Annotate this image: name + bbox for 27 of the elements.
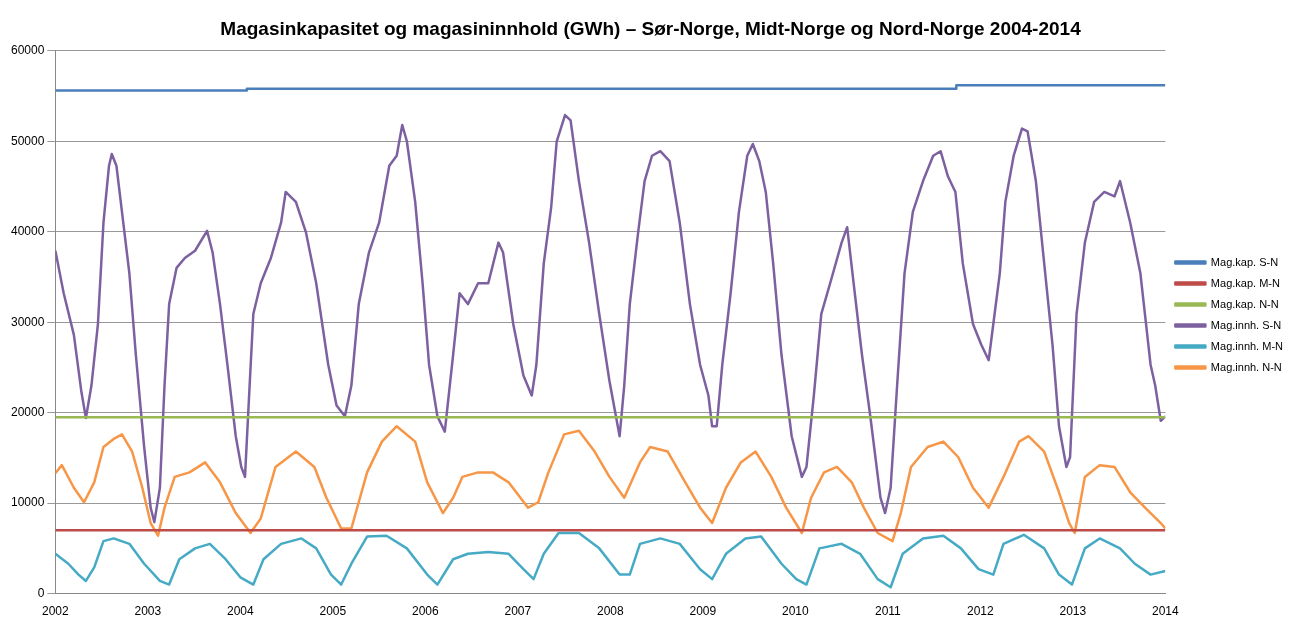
x-tick-label: 2002: [42, 604, 70, 619]
x-tick-label: 2003: [134, 604, 162, 619]
chart-title: Magasinkapasitet og magasininnhold (GWh) – Sør-Norge, Midt-Norge og Nord-Norge 2004-2014: [220, 17, 1082, 39]
y-tick-label: 60000: [10, 43, 45, 58]
legend-label: Mag.innh. M-N: [1210, 339, 1284, 352]
x-tick-label: 2007: [504, 604, 532, 619]
x-tick-label: 2011: [874, 604, 902, 619]
y-tick-label: 20000: [10, 404, 45, 419]
x-tick-label: 2009: [689, 604, 717, 619]
x-tick-label: 2004: [227, 604, 255, 619]
legend-label: Mag.innh. N-N: [1210, 360, 1282, 373]
x-tick-label: 2012: [967, 604, 995, 619]
legend-label: Mag.kap. M-N: [1210, 276, 1280, 289]
legend-label: Mag.kap. S-N: [1210, 255, 1279, 268]
y-tick-label: 30000: [10, 314, 45, 329]
x-tick-label: 2005: [319, 604, 347, 619]
x-tick-label: 2013: [1059, 604, 1087, 619]
y-tick-label: 50000: [10, 133, 45, 148]
y-tick-label: 10000: [10, 495, 45, 510]
y-tick-label: 40000: [10, 224, 45, 239]
y-tick-label: 0: [37, 585, 45, 600]
x-tick-label: 2010: [782, 604, 810, 619]
x-tick-label: 2008: [597, 604, 625, 619]
x-tick-label: 2014: [1152, 604, 1180, 619]
legend-label: Mag.innh. S-N: [1210, 318, 1282, 331]
x-tick-label: 2006: [412, 604, 440, 619]
legend-label: Mag.kap. N-N: [1210, 297, 1279, 310]
